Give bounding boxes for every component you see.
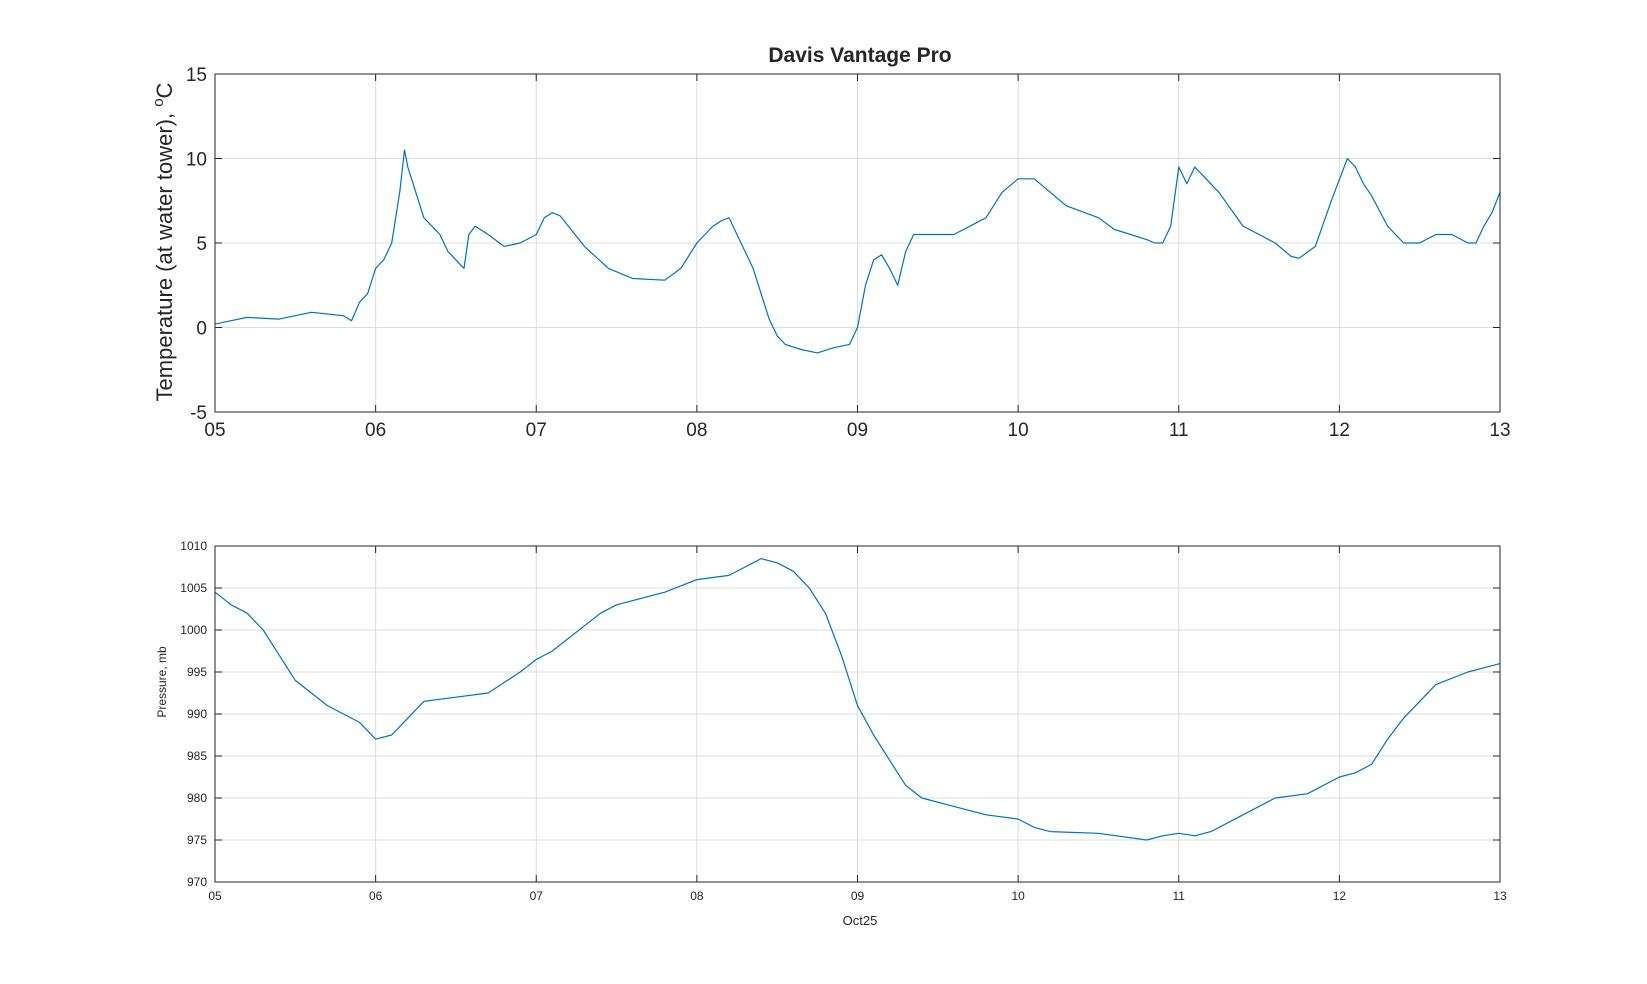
pressure-x-tick-label: 10 bbox=[1011, 889, 1025, 903]
temperature-y-tick-label: 10 bbox=[186, 150, 207, 171]
temperature-x-tick-label: 10 bbox=[1008, 420, 1029, 441]
temperature-x-tick-label: 12 bbox=[1329, 420, 1350, 441]
pressure-y-tick-label: 975 bbox=[187, 833, 207, 847]
temperature-x-tick-label: 08 bbox=[686, 420, 707, 441]
pressure-y-tick-label: 980 bbox=[187, 791, 207, 805]
pressure-y-axis-label: Pressure, mb bbox=[155, 646, 169, 718]
pressure-y-tick-label: 1000 bbox=[180, 623, 207, 637]
pressure-y-tick-label: 1005 bbox=[180, 581, 207, 595]
temperature-y-tick-label: 5 bbox=[196, 234, 207, 255]
pressure-x-tick-label: 13 bbox=[1493, 889, 1507, 903]
temperature-y-tick-label: -5 bbox=[190, 403, 207, 424]
temperature-x-tick-label: 13 bbox=[1489, 420, 1510, 441]
pressure-series-line bbox=[214, 558, 1501, 841]
pressure-y-tick-label: 985 bbox=[187, 749, 207, 763]
pressure-x-tick-label: 11 bbox=[1173, 889, 1186, 903]
pressure-x-axis-label: Oct25 bbox=[843, 913, 878, 928]
pressure-chart: 05 06 07 08 09 10 11 12 13 970 975 980 985 990 995 1000… bbox=[155, 539, 1507, 928]
temperature-x-tick-label: 07 bbox=[526, 420, 547, 441]
temperature-y-tick-label: 15 bbox=[186, 65, 207, 86]
pressure-y-tick-label: 990 bbox=[187, 707, 207, 721]
pressure-x-tick-label: 08 bbox=[690, 889, 704, 903]
temperature-x-tick-label: 11 bbox=[1169, 420, 1189, 441]
temperature-x-tick-label: 09 bbox=[847, 420, 868, 441]
temperature-x-tick-label: 06 bbox=[365, 420, 386, 441]
temperature-y-axis-label: Temperature (at water tower), oC bbox=[150, 82, 177, 401]
pressure-y-tick-label: 995 bbox=[187, 665, 207, 679]
temperature-x-tick-label: 05 bbox=[204, 420, 225, 441]
chart-title: Davis Vantage Pro bbox=[768, 44, 951, 67]
pressure-y-tick-label: 970 bbox=[187, 875, 207, 889]
pressure-x-tick-label: 07 bbox=[530, 889, 544, 903]
pressure-x-tick-label: 05 bbox=[208, 889, 222, 903]
pressure-x-tick-label: 09 bbox=[851, 889, 865, 903]
temperature-series-line bbox=[214, 149, 1501, 354]
pressure-y-tick-label: 1010 bbox=[180, 539, 207, 553]
temperature-y-tick-label: 0 bbox=[196, 319, 207, 340]
pressure-x-tick-label: 12 bbox=[1333, 889, 1347, 903]
pressure-x-tick-label: 06 bbox=[369, 889, 383, 903]
